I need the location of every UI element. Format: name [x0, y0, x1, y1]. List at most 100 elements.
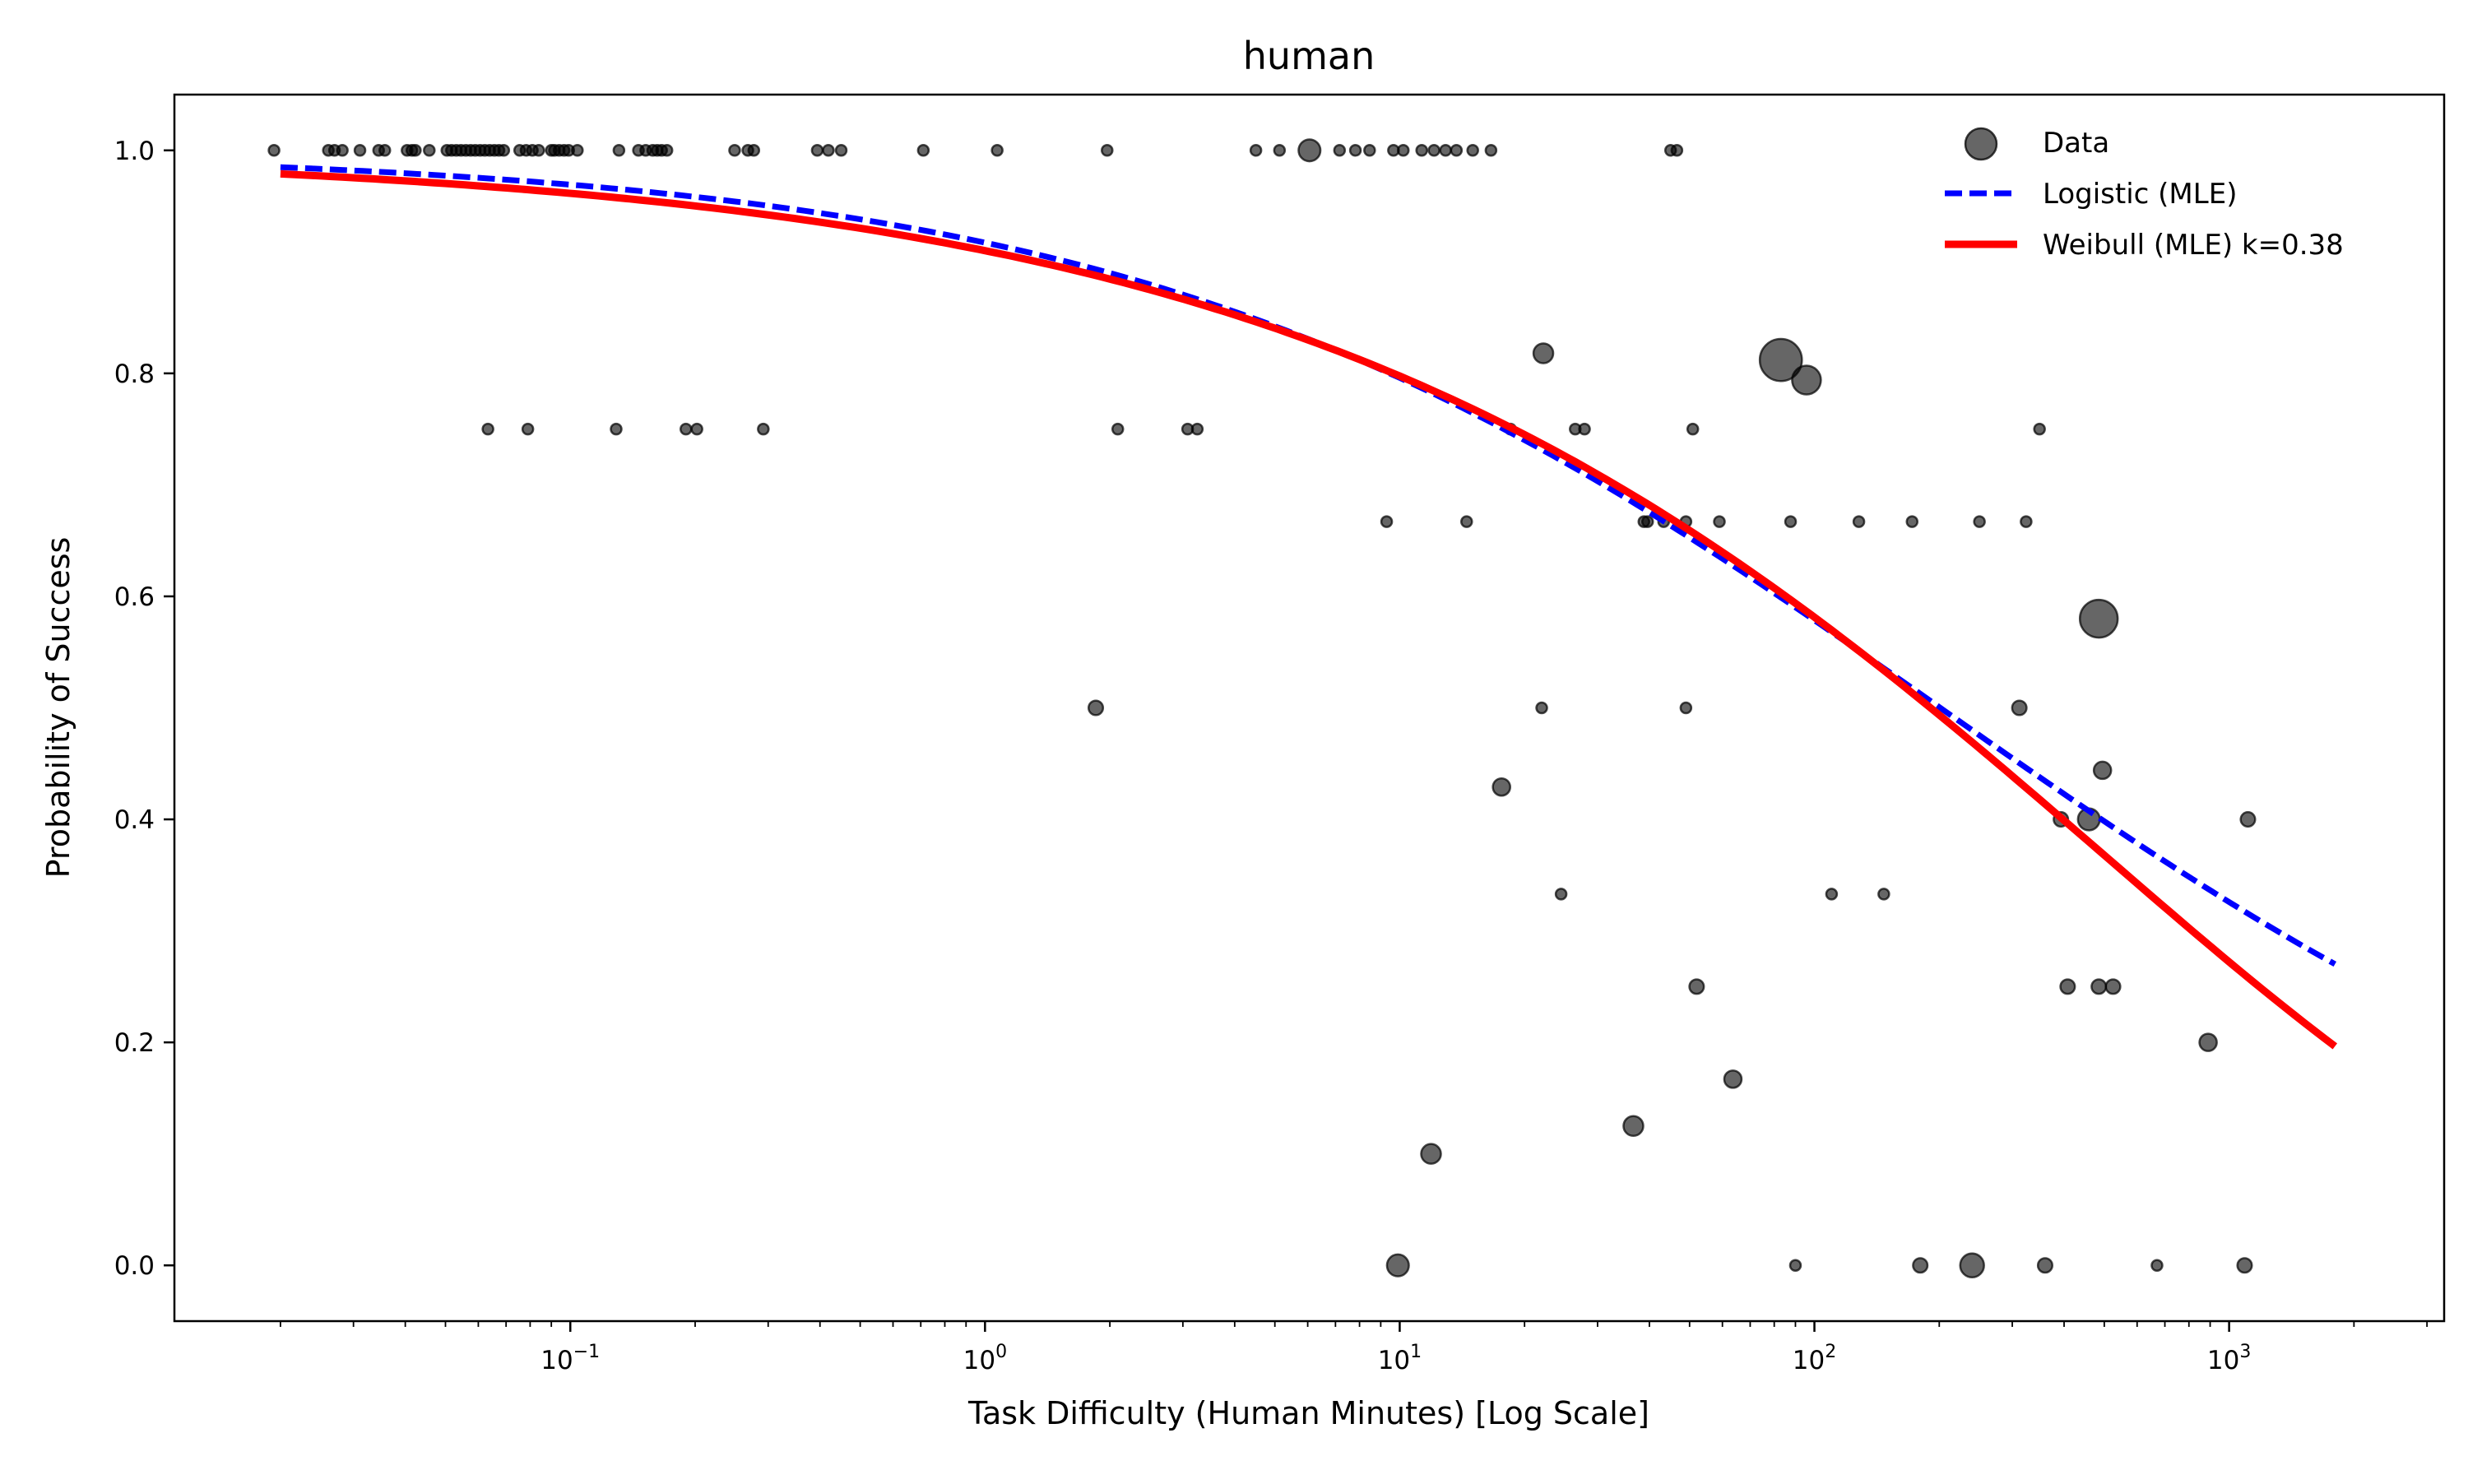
y-tick-label: 0.2 — [114, 1028, 155, 1058]
data-point — [690, 422, 703, 436]
data-point — [1535, 701, 1548, 715]
data-point — [1788, 1259, 1802, 1272]
data-point — [1688, 978, 1705, 995]
y-tick-label: 0.0 — [114, 1251, 155, 1281]
data-point — [1825, 888, 1839, 901]
data-point — [1397, 144, 1410, 157]
data-point — [1679, 701, 1693, 715]
data-point — [1877, 888, 1890, 901]
x-tick-label: 102 — [1793, 1342, 1836, 1375]
data-point — [2036, 1257, 2053, 1274]
data-point — [680, 422, 693, 436]
plot-marks — [267, 138, 2338, 1278]
y-tick-label: 1.0 — [114, 137, 155, 166]
y-tick-label: 0.4 — [114, 805, 155, 835]
legend-data-label: Data — [2043, 127, 2109, 160]
y-tick-label: 0.6 — [114, 582, 155, 612]
data-point — [2198, 1032, 2218, 1052]
data-point — [1973, 515, 1986, 528]
data-point — [1333, 144, 1347, 157]
data-point — [1713, 515, 1726, 528]
data-point — [1784, 515, 1798, 528]
x-axis: 10−1 100 101 102 103 — [280, 1321, 2429, 1375]
data-point — [1484, 144, 1498, 157]
data-point — [1622, 1115, 1645, 1138]
data-point — [2011, 699, 2028, 716]
data-point — [409, 144, 422, 157]
legend-data-marker — [1964, 127, 1998, 161]
data-point — [1466, 144, 1479, 157]
data-point — [1348, 144, 1362, 157]
data-point — [2090, 978, 2108, 995]
data-point — [1532, 342, 1555, 364]
data-point — [1273, 144, 1287, 157]
y-tick-label: 0.8 — [114, 359, 155, 389]
x-tick-label: 10−1 — [540, 1342, 600, 1375]
legend-weibull-label: Weibull (MLE) k=0.38 — [2043, 229, 2344, 262]
y-axis: 0.0 0.2 0.4 0.6 0.8 1.0 — [114, 137, 174, 1281]
data-point — [834, 144, 848, 157]
chart-title: human — [1243, 34, 1375, 78]
data-point — [1640, 515, 1654, 528]
data-point — [1439, 144, 1452, 157]
data-point — [1460, 515, 1473, 528]
data-point — [2020, 515, 2033, 528]
x-axis-label: Task Difficulty (Human Minutes) [Log Sca… — [967, 1395, 1649, 1431]
weibull-fit-line — [280, 169, 2338, 1050]
data-point — [1420, 1143, 1442, 1165]
data-point — [916, 144, 930, 157]
data-point — [1491, 777, 1511, 797]
data-point — [990, 144, 1004, 157]
data-point — [497, 144, 511, 157]
data-point — [423, 144, 436, 157]
data-point — [1363, 144, 1376, 157]
data-point — [1554, 888, 1568, 901]
data-point — [2092, 760, 2113, 781]
data-point — [822, 144, 835, 157]
data-point — [1578, 422, 1591, 436]
data-point — [1723, 1069, 1743, 1089]
data-point — [1111, 422, 1125, 436]
x-tick-label: 103 — [2207, 1342, 2251, 1375]
data-point — [810, 144, 824, 157]
data-point — [1297, 138, 1322, 163]
data-point — [1427, 144, 1440, 157]
x-tick-label: 101 — [1378, 1342, 1422, 1375]
data-point — [571, 144, 584, 157]
y-axis-label: Probability of Success — [40, 537, 77, 879]
data-point — [757, 422, 770, 436]
data-point — [610, 422, 623, 436]
data-point — [2059, 978, 2076, 995]
data-point — [1912, 1257, 1929, 1274]
data-point — [1686, 422, 1700, 436]
plot-frame — [173, 93, 2446, 1323]
data-point — [612, 144, 626, 157]
data-point — [521, 422, 535, 436]
data-point — [532, 144, 545, 157]
data-point — [1758, 337, 1803, 383]
data-point — [1791, 364, 1822, 396]
data-point — [1249, 144, 1263, 157]
data-point — [353, 144, 367, 157]
data-point — [747, 144, 761, 157]
data-point — [1852, 515, 1866, 528]
data-point — [1101, 144, 1114, 157]
legend-logistic-label: Logistic (MLE) — [2043, 178, 2237, 211]
data-point — [1385, 1253, 1410, 1278]
data-point — [1670, 144, 1684, 157]
data-point — [1905, 515, 1919, 528]
legend: Data Logistic (MLE) Weibull (MLE) k=0.38 — [1945, 127, 2344, 262]
data-point — [1959, 1252, 1985, 1278]
data-point — [336, 144, 349, 157]
data-point — [1190, 422, 1204, 436]
data-point — [2033, 422, 2046, 436]
data-point — [267, 144, 281, 157]
data-point — [481, 422, 494, 436]
data-point — [660, 144, 674, 157]
data-point — [2236, 1257, 2253, 1274]
data-point — [378, 144, 392, 157]
data-point — [1415, 144, 1428, 157]
data-point — [728, 144, 741, 157]
data-point — [1450, 144, 1464, 157]
data-point — [1087, 699, 1105, 716]
